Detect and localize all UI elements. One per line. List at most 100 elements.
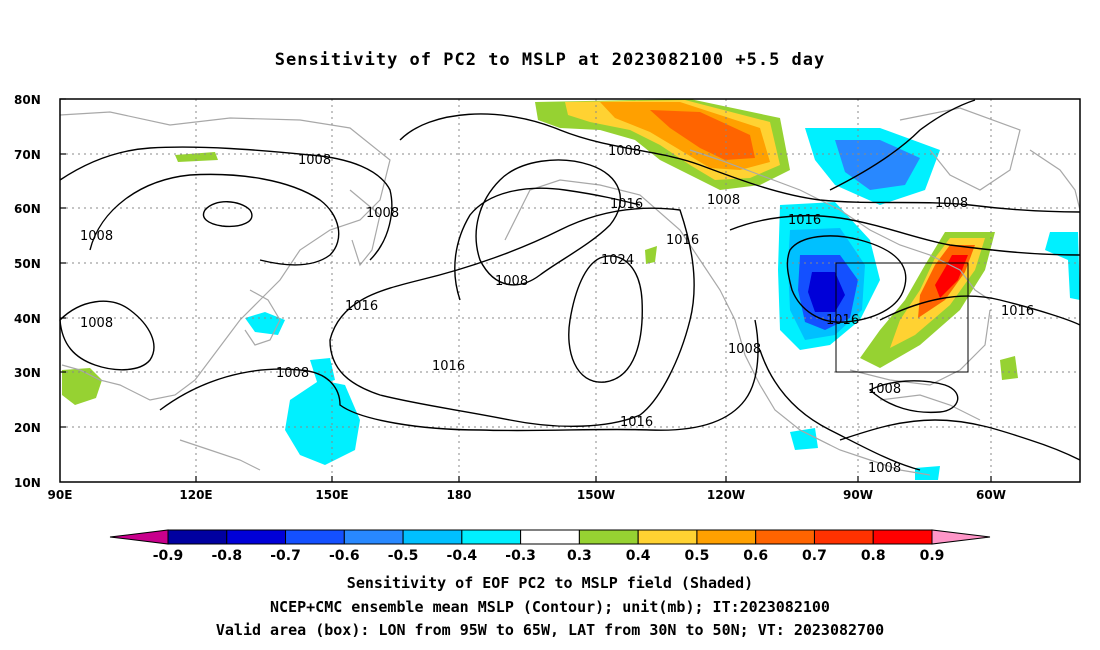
coastline-central-america [799,429,931,476]
colorbar-label: 0.3 [567,548,592,564]
positive-patch-atlantic [1000,356,1018,380]
colorbar-swatch [167,529,228,545]
colorbar-label: -0.3 [505,548,536,564]
contour-1016-pacific [329,207,695,428]
colorbar-label: 0.7 [802,548,827,564]
colorbar-swatch [461,529,522,545]
contour-label: 1008 [707,193,740,208]
lat-label: 70N [14,148,41,162]
coastline-alaska [504,179,831,446]
colorbar-label: 0.6 [743,548,768,564]
positive-patch-siberia [175,152,218,162]
contour-1008-china [59,300,155,371]
lon-label: 180 [446,488,471,502]
contour-1016-canada [729,214,1081,256]
colorbar-end-low [109,529,169,545]
contour-label: 1008 [80,229,113,244]
contour-1008-low [475,159,621,286]
colorbar-swatch [637,529,698,545]
colorbar-swatch [226,529,287,545]
colorbar: -0.9 -0.8 -0.7 -0.6 -0.5 -0.4 -0.3 0.3 0.4 0.5 0.6… [109,529,991,564]
positive-patch-small [645,246,657,264]
colorbar-swatch [872,529,933,545]
colorbar-label: -0.4 [447,548,478,564]
colorbar-swatch [285,529,345,545]
colorbar-swatch [402,529,463,545]
colorbar-label: -0.7 [270,548,301,564]
lat-label: 30N [14,366,41,380]
contour-1008-small [202,201,253,228]
caption-valid-area: Valid area (box): LON from 95W to 65W, L… [215,621,885,639]
colorbar-label: 0.8 [861,548,886,564]
contour-label: 1008 [935,196,968,211]
contour-1008-arctic [829,99,976,191]
coastline-japan [244,289,281,346]
coastline-greenland [899,107,1021,191]
contour-label: 1016 [826,313,859,328]
lat-label: 20N [14,421,41,435]
coastline-caribbean [879,394,981,421]
contour-1008-asia [89,173,340,266]
coastline-gulf [849,309,991,386]
colorbar-end-high [931,529,991,545]
map-title: Sensitivity of PC2 to MSLP at 2023082100… [274,50,826,70]
contour-1008-caribbean [839,419,1081,461]
lon-label: 150E [315,488,348,502]
colorbar-swatch [755,529,815,545]
contour-label: 1016 [620,415,653,430]
positive-patch-arctic-max [650,110,755,160]
contour-label: 1016 [610,197,643,212]
colorbar-label: -0.8 [211,548,242,564]
lat-label: 80N [14,93,41,107]
lat-label: 60N [14,202,41,216]
contour-label: 1016 [345,299,378,314]
coastline-indonesia [179,439,261,471]
lon-label: 120W [707,488,745,502]
contour-1008-aleutian [399,113,1081,213]
lon-label: 90E [48,488,73,502]
lat-label: 10N [14,476,41,490]
caption-shaded: Sensitivity of EOF PC2 to MSLP field (Sh… [346,574,754,592]
positive-patch-china [62,368,102,405]
valid-area-box [835,262,969,373]
negative-patch-pacific-north [310,358,335,385]
lon-label: 90W [843,488,873,502]
colorbar-label: 0.4 [626,548,651,564]
coastlines [59,107,1081,476]
colorbar-swatch [343,529,404,545]
contour-labels: 1008 1008 1008 1008 1008 1008 1008 1008 … [80,144,1034,476]
lon-label: 120E [179,488,212,502]
contour-label: 1016 [432,359,465,374]
contour-1024 [568,255,643,383]
contour-label: 1016 [1001,304,1034,319]
colorbar-label: 0.5 [685,548,710,564]
contour-1016-low [454,187,641,301]
negative-patch-atlantic [1045,232,1080,300]
lon-label: 150W [577,488,615,502]
coastline-canada [689,149,991,301]
lon-labels: 90E 120E 150E 180 150W 120W 90W 60W [48,488,1006,502]
contour-label: 1008 [868,382,901,397]
colorbar-swatch [696,529,757,545]
map-frame [59,98,1081,483]
contour-label: 1008 [80,316,113,331]
positive-patch-eastus-max [935,255,968,298]
contour-label: 1008 [298,153,331,168]
coastline-asia [59,111,391,401]
negative-patch-pacific [285,380,360,465]
colorbar-swatch [813,529,874,545]
colorbar-label: -0.6 [329,548,360,564]
lat-label: 40N [14,312,41,326]
contour-1016-atlantic [879,295,1081,326]
contour-label: 1008 [868,461,901,476]
colorbar-label: -0.9 [153,548,184,564]
contour-label: 1008 [608,144,641,159]
contour-label: 1008 [276,366,309,381]
coastline-europe [1029,149,1081,211]
contour-label: 1016 [788,213,821,228]
contour-label: 1008 [495,274,528,289]
contour-1008-gulf [868,380,959,414]
negative-patch-caribbean [790,428,818,450]
contour-1008-pacific [159,319,759,432]
